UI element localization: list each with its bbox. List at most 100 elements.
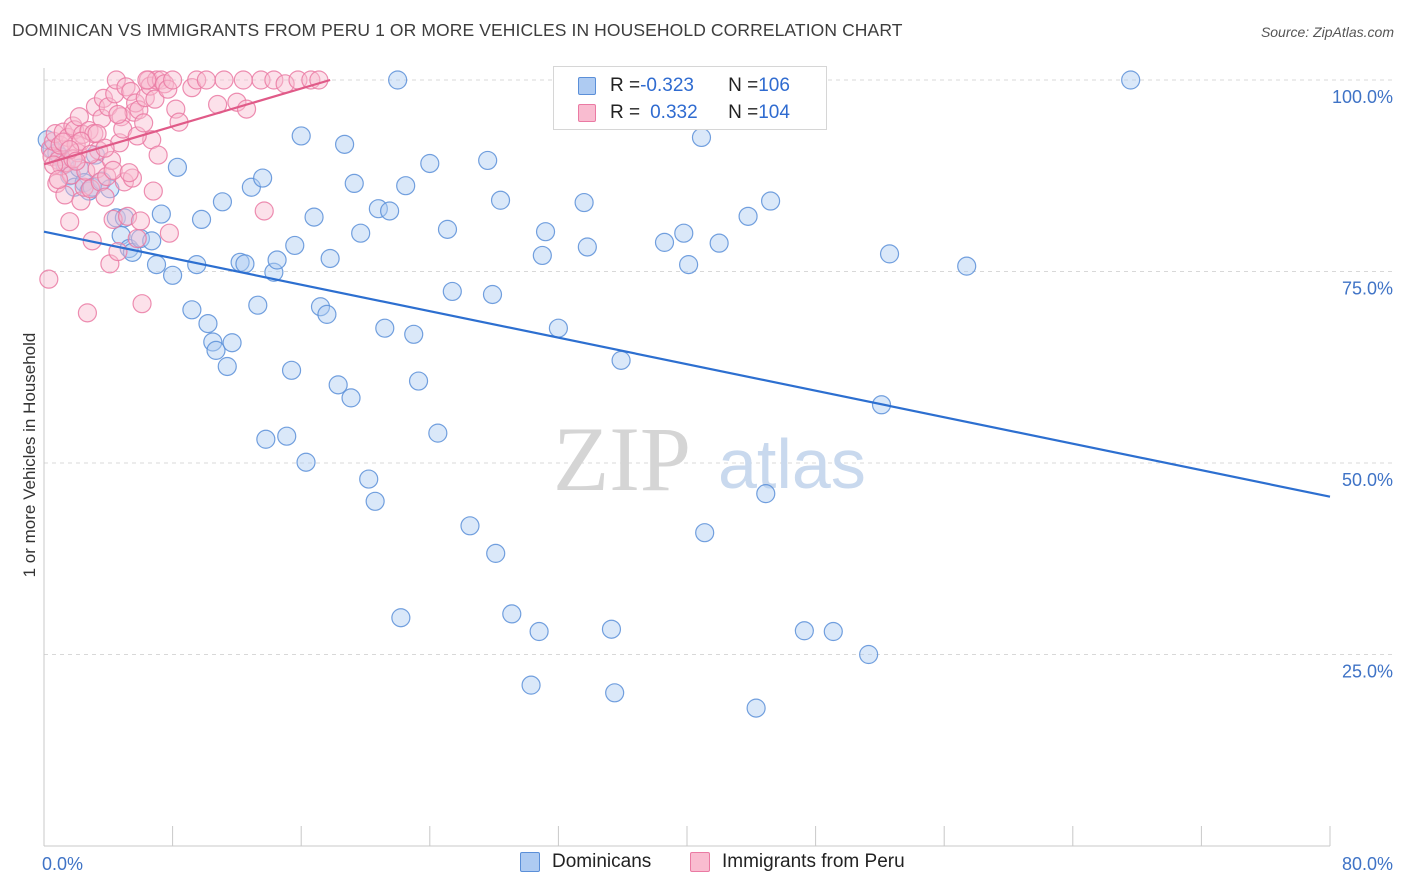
peru-point bbox=[214, 70, 234, 90]
legend-dominicans-swatch bbox=[520, 852, 540, 872]
peru-point bbox=[158, 79, 178, 99]
x-tick-label: 80.0% bbox=[1342, 854, 1393, 874]
dominicans-point bbox=[574, 192, 594, 213]
dominicans-point bbox=[222, 333, 242, 353]
chart-title: DOMINICAN VS IMMIGRANTS FROM PERU 1 OR M… bbox=[12, 20, 903, 40]
dominicans-point bbox=[388, 70, 408, 90]
dominicans-point bbox=[756, 484, 776, 504]
dominicans-point bbox=[611, 350, 631, 370]
peru-r-label: R = bbox=[610, 102, 641, 123]
dominicans-point bbox=[654, 232, 675, 252]
dominicans-point bbox=[317, 304, 337, 324]
gridlines bbox=[44, 79, 1392, 655]
y-tick-label: 100.0% bbox=[1332, 87, 1393, 107]
peru-n-label: N = bbox=[728, 102, 759, 123]
dominicans-point bbox=[344, 173, 364, 194]
dominicans-point bbox=[198, 313, 218, 334]
dominicans-point bbox=[167, 157, 188, 177]
legend-peru-swatch bbox=[690, 852, 710, 872]
dominicans-point bbox=[428, 423, 448, 443]
peru-trend-line bbox=[43, 78, 331, 166]
peru-point bbox=[108, 104, 128, 125]
dominicans-point bbox=[957, 256, 977, 276]
peru-point bbox=[39, 269, 59, 289]
legend-peru-label: Immigrants from Peru bbox=[722, 851, 905, 872]
dominicans-point bbox=[404, 324, 424, 344]
dominicans-trend-line bbox=[43, 230, 1331, 498]
dominicans-point bbox=[253, 168, 273, 188]
x-tick-label: 0.0% bbox=[42, 854, 83, 874]
dominicans-point bbox=[328, 375, 348, 395]
legend-item-peru: Immigrants from Peru bbox=[690, 851, 905, 873]
peru-point bbox=[48, 169, 69, 190]
dominicans-point bbox=[601, 619, 622, 639]
dominicans-point bbox=[359, 469, 379, 489]
peru-point bbox=[159, 223, 179, 243]
peru-point bbox=[163, 70, 183, 90]
y-axis-label: 1 or more Vehicles in Household bbox=[20, 333, 39, 578]
dominicans-point bbox=[674, 223, 694, 243]
dominicans-point bbox=[341, 388, 361, 408]
dominicans-point bbox=[478, 150, 498, 171]
dominicans-point bbox=[879, 244, 900, 264]
dominicans-point bbox=[532, 245, 552, 266]
peru-n-value: 104 bbox=[758, 102, 790, 123]
peru-point bbox=[143, 181, 163, 201]
peru-point bbox=[137, 70, 157, 90]
dominicans-swatch bbox=[578, 77, 596, 95]
dominicans-point bbox=[310, 297, 331, 317]
stats-row-peru: R = 0.332 N = 104 bbox=[578, 100, 790, 126]
peru-point bbox=[148, 145, 168, 165]
dominicans-point bbox=[738, 206, 758, 226]
peru-point bbox=[254, 201, 274, 221]
peru-point bbox=[117, 206, 138, 226]
axes bbox=[43, 68, 1331, 847]
dominicans-point bbox=[460, 516, 480, 536]
dominicans-point bbox=[823, 621, 843, 642]
dominicans-point bbox=[859, 644, 879, 665]
dominicans-point bbox=[375, 318, 395, 338]
dominicans-points bbox=[37, 70, 1141, 718]
peru-point bbox=[111, 107, 131, 127]
peru-point bbox=[132, 294, 152, 314]
dominicans-point bbox=[235, 254, 255, 274]
dominicans-point bbox=[529, 621, 549, 642]
peru-point bbox=[92, 108, 112, 128]
legend-dominicans-label: Dominicans bbox=[552, 851, 652, 872]
dominicans-point bbox=[380, 201, 400, 221]
dominicans-point bbox=[217, 356, 237, 377]
dominicans-point bbox=[163, 265, 183, 285]
dominicans-point bbox=[760, 191, 781, 211]
dominicans-point bbox=[577, 237, 597, 257]
dominicans-point bbox=[486, 543, 506, 563]
dominicans-point bbox=[605, 683, 625, 703]
peru-point bbox=[103, 160, 123, 180]
peru-point bbox=[264, 70, 284, 90]
dominicans-n-value: 106 bbox=[758, 75, 790, 96]
dominicans-point bbox=[1121, 70, 1141, 90]
peru-point bbox=[119, 163, 139, 183]
dominicans-point bbox=[296, 452, 316, 472]
peru-point bbox=[121, 81, 141, 102]
dominicans-point bbox=[679, 255, 699, 275]
dominicans-point bbox=[391, 608, 411, 628]
dominicans-point bbox=[291, 126, 311, 146]
watermark: ZIP atlas bbox=[553, 408, 866, 510]
dominicans-point bbox=[191, 209, 212, 230]
dominicans-point bbox=[709, 233, 729, 253]
peru-point bbox=[236, 99, 257, 119]
dominicans-point bbox=[490, 190, 511, 210]
dominicans-point bbox=[794, 621, 814, 641]
dominicans-point bbox=[285, 235, 305, 256]
trend-lines bbox=[43, 78, 1331, 498]
watermark-zip: ZIP bbox=[553, 408, 691, 510]
peru-point bbox=[60, 212, 80, 232]
peru-point bbox=[90, 172, 110, 192]
peru-point bbox=[122, 168, 143, 188]
peru-point bbox=[134, 113, 154, 133]
peru-point bbox=[77, 303, 98, 323]
dominicans-point bbox=[442, 281, 462, 302]
dominicans-point bbox=[335, 134, 355, 154]
stats-row-dominicans: R = -0.323 N = 106 bbox=[578, 73, 790, 99]
